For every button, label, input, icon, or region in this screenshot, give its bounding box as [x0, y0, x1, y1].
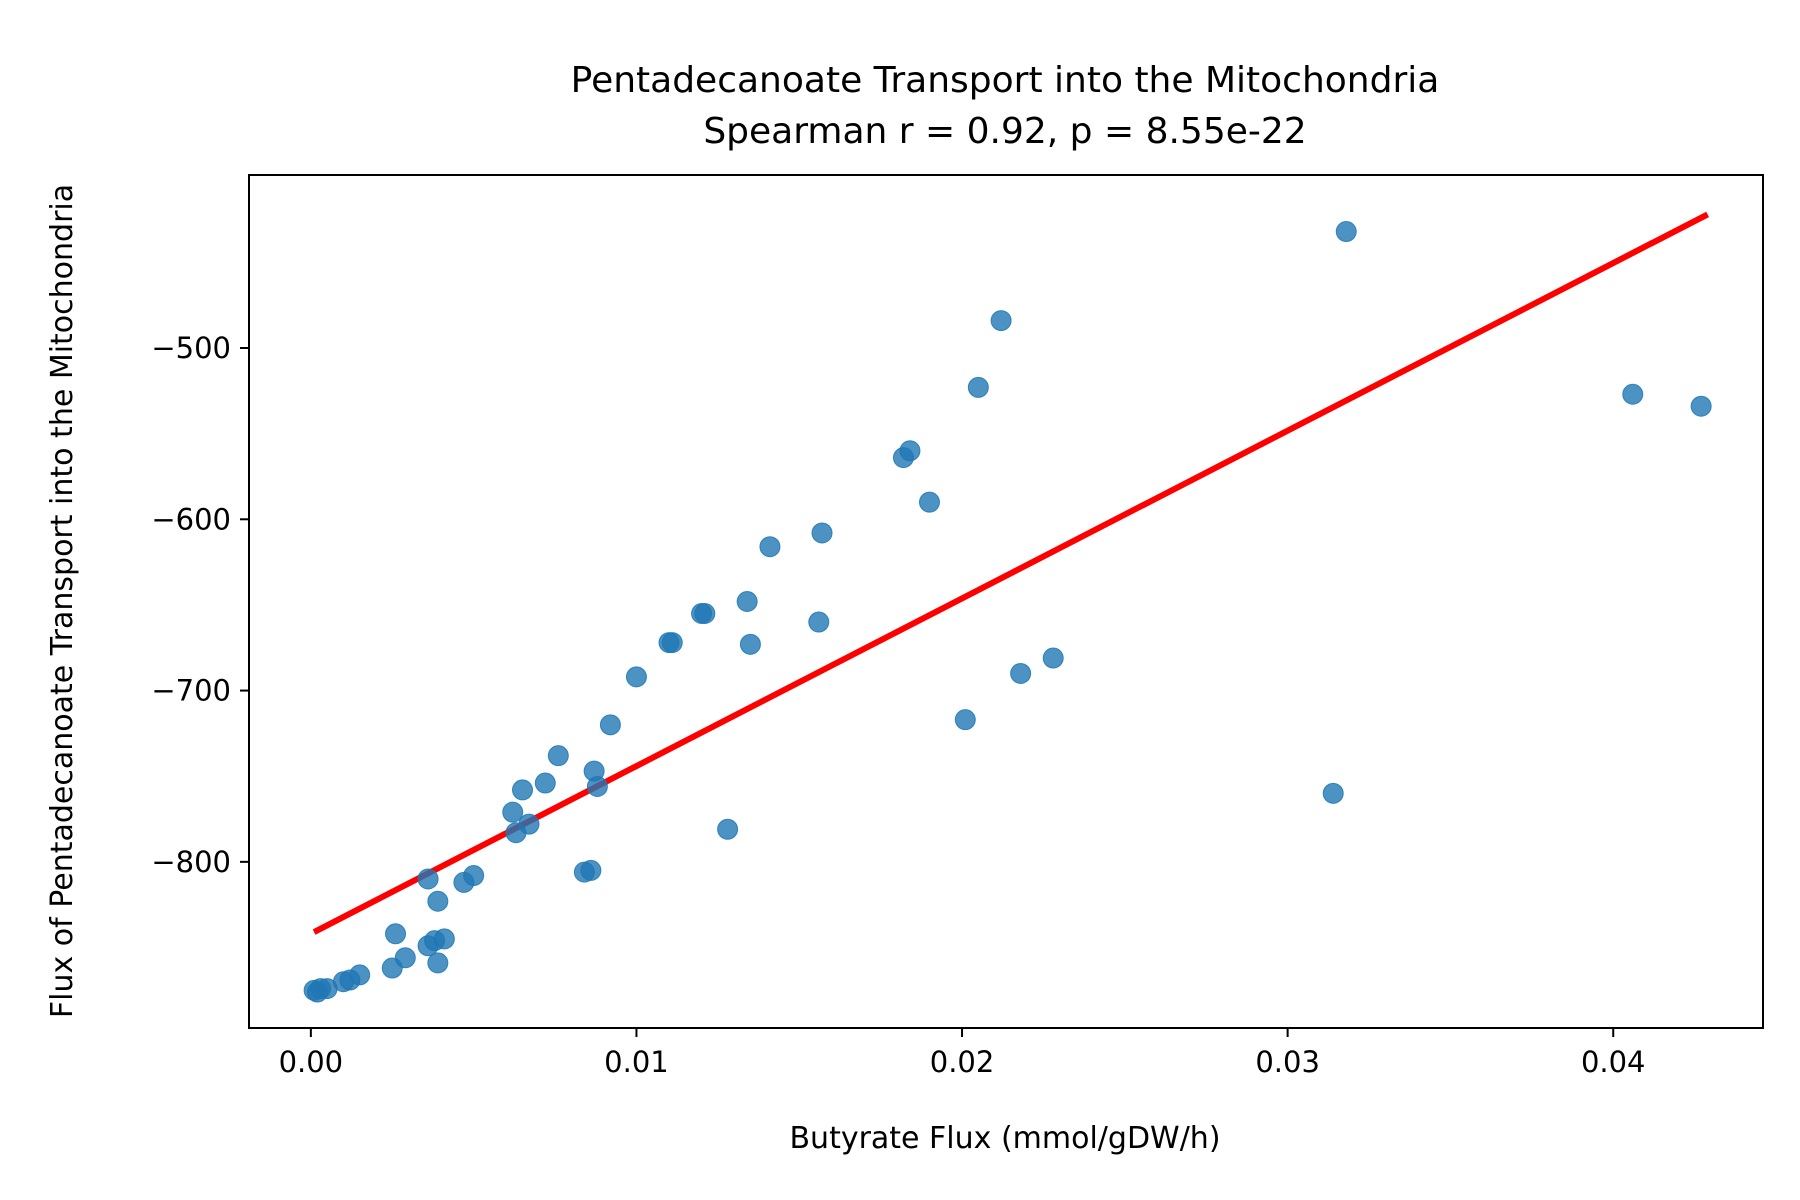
data-point — [433, 928, 455, 950]
data-point — [1690, 395, 1712, 417]
x-tick-label: 0.04 — [1581, 1045, 1646, 1079]
data-point — [518, 813, 540, 835]
data-point — [661, 632, 683, 654]
y-tick-label: −500 — [151, 331, 231, 365]
y-tick-label: −700 — [151, 674, 231, 708]
x-axis-ticks: 0.00 0.01 0.02 0.03 0.04 — [279, 1028, 1646, 1079]
data-point — [717, 818, 739, 840]
data-point — [427, 890, 449, 912]
data-point — [694, 602, 716, 624]
data-point — [1622, 383, 1644, 405]
y-tick-label: −800 — [151, 845, 231, 879]
data-point — [417, 868, 439, 890]
data-point — [739, 633, 761, 655]
data-point — [580, 859, 602, 881]
data-point — [511, 779, 533, 801]
data-point — [427, 952, 449, 974]
data-point — [534, 772, 556, 794]
data-point — [736, 591, 758, 612]
data-point — [599, 714, 621, 736]
data-point — [808, 611, 830, 633]
x-axis-label: Butyrate Flux (mmol/gDW/h) — [789, 1121, 1220, 1156]
data-point — [385, 923, 407, 945]
data-point — [349, 964, 371, 986]
y-axis-ticks: −500 −600 −700 −800 — [151, 331, 249, 879]
data-point — [811, 522, 833, 544]
data-point — [586, 775, 608, 797]
y-axis-label: Flux of Pentadecanoate Transport into th… — [45, 184, 80, 1018]
x-tick-label: 0.02 — [930, 1045, 995, 1079]
x-tick-label: 0.00 — [279, 1045, 344, 1079]
data-point — [967, 376, 989, 398]
x-tick-label: 0.01 — [604, 1045, 669, 1079]
chart-title: Pentadecanoate Transport into the Mitoch… — [571, 60, 1440, 101]
data-point — [502, 801, 524, 823]
data-point — [625, 666, 647, 688]
chart-subtitle: Spearman r = 0.92, p = 8.55e-22 — [703, 111, 1306, 152]
data-point — [1335, 221, 1357, 243]
data-point — [899, 440, 921, 462]
x-tick-label: 0.03 — [1255, 1045, 1320, 1079]
data-point — [1322, 782, 1344, 804]
data-points-layer — [303, 221, 1712, 1003]
data-point — [547, 745, 569, 767]
data-point — [954, 709, 976, 731]
plot-frame — [248, 174, 1764, 1029]
data-point — [394, 947, 416, 969]
data-point — [1010, 662, 1032, 684]
data-point — [918, 491, 940, 513]
data-point — [990, 310, 1012, 332]
data-point — [1042, 647, 1064, 669]
regression-line — [312, 211, 1710, 935]
data-point — [759, 536, 781, 558]
regression-line-layer — [312, 211, 1710, 935]
data-point — [463, 865, 485, 887]
y-tick-label: −600 — [151, 502, 231, 536]
